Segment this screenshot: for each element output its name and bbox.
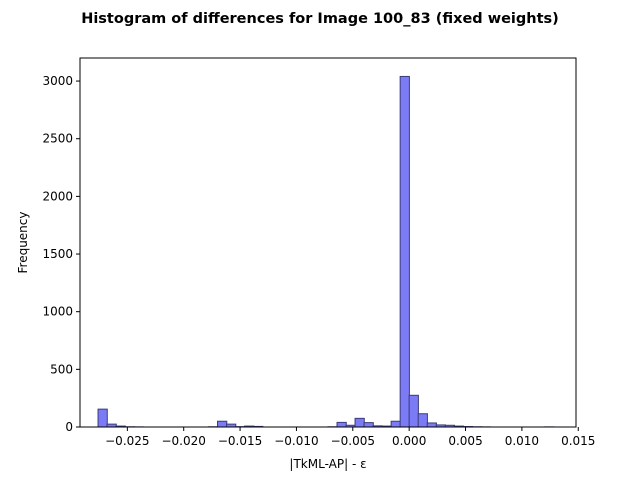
- histogram-bar-22: [426, 422, 437, 428]
- y-tick-label: 500: [50, 362, 73, 376]
- x-axis-label: |TkML-AP| - ε: [289, 457, 366, 471]
- x-tick-label: −0.020: [161, 434, 205, 448]
- y-axis-ticks: 0 500 1000 1500 2000 2500 3000: [42, 74, 80, 434]
- plot-frame: [79, 57, 577, 428]
- histogram-bar-6: [217, 420, 228, 428]
- histogram-bar-18: [390, 420, 401, 428]
- x-tick-label: 0.010: [505, 434, 539, 448]
- y-tick-label: 1000: [42, 305, 73, 319]
- y-tick-label: 2000: [42, 189, 73, 203]
- x-tick-label: 0.000: [392, 434, 426, 448]
- histogram-bar-21: [417, 413, 428, 428]
- histogram-bar-19: [399, 75, 410, 428]
- chart-title: Histogram of differences for Image 100_8…: [81, 11, 559, 27]
- y-tick-label: 0: [65, 420, 73, 434]
- histogram-bar-20: [408, 394, 419, 428]
- histogram-bars: [97, 75, 555, 428]
- histogram-bar-14: [354, 417, 365, 428]
- y-tick-label: 1500: [42, 247, 73, 261]
- x-tick-label: 0.005: [448, 434, 482, 448]
- x-axis-ticks: −0.025 −0.020 −0.015 −0.010 −0.005 0.000 0.005…: [105, 427, 595, 448]
- x-tick-label: −0.005: [331, 434, 375, 448]
- x-tick-label: 0.015: [561, 434, 595, 448]
- x-tick-label: −0.010: [274, 434, 318, 448]
- histogram-bar-12: [336, 421, 347, 428]
- x-tick-label: −0.025: [105, 434, 149, 448]
- histogram-bar-15: [363, 422, 374, 428]
- y-tick-label: 2500: [42, 132, 73, 146]
- x-tick-label: −0.015: [218, 434, 262, 448]
- y-axis-label: Frequency: [16, 212, 30, 274]
- y-tick-label: 3000: [42, 74, 73, 88]
- histogram-bar-0: [97, 408, 108, 428]
